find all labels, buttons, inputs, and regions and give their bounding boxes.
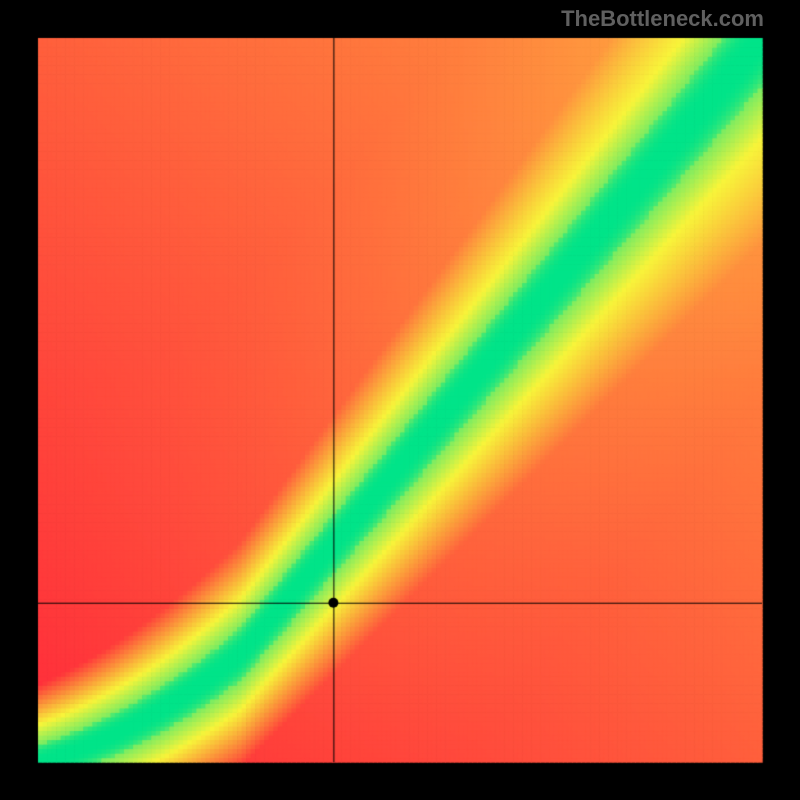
bottleneck-heatmap: [0, 0, 800, 800]
watermark-text: TheBottleneck.com: [561, 6, 764, 32]
chart-container: { "watermark": { "text": "TheBottleneck.…: [0, 0, 800, 800]
